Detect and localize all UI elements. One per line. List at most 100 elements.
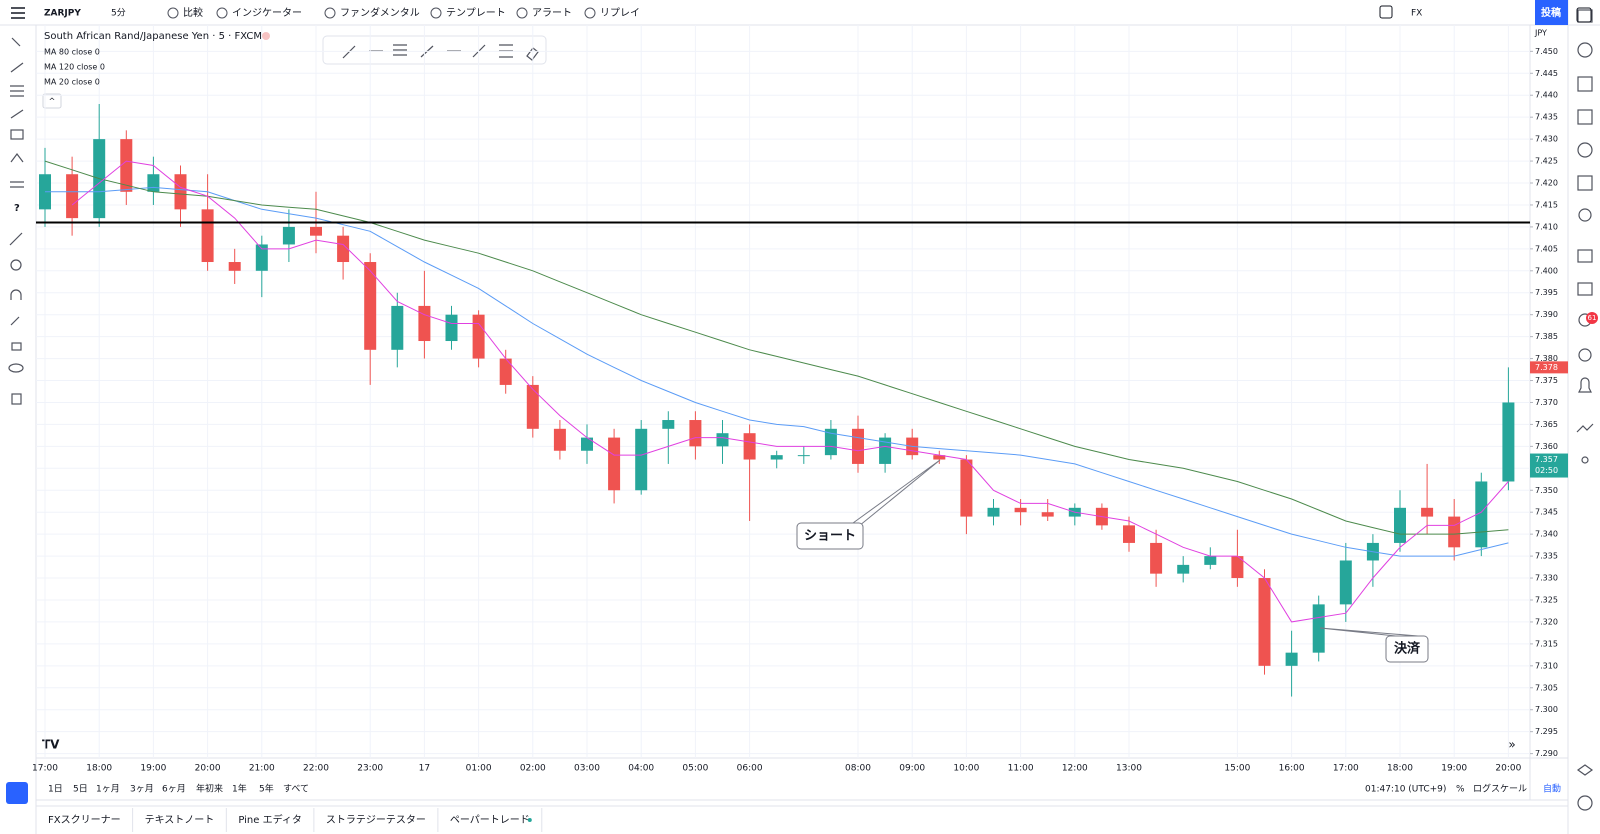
x-tick-label: 05:00 <box>682 764 708 774</box>
scale-option[interactable]: 自動 <box>1543 783 1561 795</box>
tv-logo: TV <box>42 738 60 752</box>
y-tick-label: 7.390 <box>1535 310 1558 319</box>
toolbar-item[interactable]: インジケーター <box>232 7 302 19</box>
ma-line <box>45 186 1509 557</box>
x-tick-label: 19:00 <box>1441 764 1467 774</box>
y-tick-label: 7.300 <box>1535 705 1558 714</box>
candle-body <box>1258 578 1271 666</box>
ma-line <box>71 160 1509 623</box>
range-button[interactable]: 5日 <box>73 784 88 795</box>
candle-body <box>960 459 973 517</box>
bottom-tab[interactable]: ペーパートレード <box>450 814 530 826</box>
y-tick-label: 7.415 <box>1535 200 1558 209</box>
candle-body <box>120 139 133 192</box>
candle-body <box>1150 542 1163 574</box>
toolbar-item[interactable]: 比較 <box>183 6 203 19</box>
toolbar-item[interactable]: アラート <box>532 7 572 19</box>
candle-body <box>1312 604 1325 653</box>
y-tick-label: 7.435 <box>1535 113 1558 122</box>
candle-body <box>933 455 946 460</box>
symbol[interactable]: ZARJPY <box>44 9 81 19</box>
candle-body <box>1285 652 1298 666</box>
y-tick-label: 7.335 <box>1535 552 1558 561</box>
range-button[interactable]: 3ヶ月 <box>130 784 154 795</box>
range-button[interactable]: 5年 <box>259 783 274 795</box>
x-tick-label: 23:00 <box>357 764 383 774</box>
bottom-tab[interactable]: ストラテジーテスター <box>326 814 426 826</box>
interval[interactable]: 5分 <box>111 8 126 19</box>
candle-body <box>1475 481 1488 548</box>
candle-body <box>228 262 241 271</box>
y-tick-label: 7.380 <box>1535 354 1558 363</box>
scale-option[interactable]: % <box>1456 785 1465 795</box>
y-tick-label: 7.350 <box>1535 486 1558 495</box>
callout-box <box>1385 635 1429 663</box>
bottom-tab[interactable]: Pine エディタ <box>238 813 302 826</box>
x-tick-label: 02:00 <box>520 764 546 774</box>
candle-body <box>255 244 268 271</box>
candle-body <box>1014 507 1027 513</box>
y-tick-label: 7.360 <box>1535 442 1558 451</box>
market[interactable]: FX <box>1411 9 1422 19</box>
y-tick-label: 7.365 <box>1535 420 1558 429</box>
x-tick-label: 18:00 <box>1387 764 1413 774</box>
countdown-label: 02:50 <box>1535 466 1558 475</box>
badge-count: 61 <box>1588 314 1597 322</box>
x-tick-label: 09:00 <box>899 764 925 774</box>
help-icon[interactable]: ? <box>14 203 20 214</box>
toolbar-item[interactable]: ファンダメンタル <box>340 6 420 19</box>
candle-body <box>797 455 810 457</box>
y-tick-label: 7.305 <box>1535 683 1558 692</box>
clock: 01:47:10 (UTC+9) <box>1365 785 1446 795</box>
candle-body <box>201 209 214 263</box>
x-tick-label: 11:00 <box>1008 764 1034 774</box>
toolbar-icon <box>324 7 336 19</box>
x-tick-label: 20:00 <box>1495 764 1521 774</box>
range-button[interactable]: 1ヶ月 <box>96 784 120 795</box>
candle-body <box>1421 507 1434 517</box>
publish-button[interactable] <box>1535 0 1568 25</box>
tab-dot <box>527 818 532 822</box>
y-tick-label: 7.320 <box>1535 617 1558 626</box>
range-button[interactable]: 年初来 <box>196 783 223 795</box>
candle-body <box>364 262 377 350</box>
y-tick-label: 7.410 <box>1535 222 1558 231</box>
range-button[interactable]: 1年 <box>232 783 247 795</box>
range-button[interactable]: 1日 <box>48 784 63 795</box>
favorites-button[interactable] <box>6 782 28 804</box>
y-tick-label: 7.340 <box>1535 530 1558 539</box>
y-tick-label: 7.400 <box>1535 266 1558 275</box>
toolbar-icon <box>584 7 596 19</box>
chart-title: South African Rand/Japanese Yen · 5 · FX… <box>44 31 262 42</box>
toolbar-icon <box>167 7 179 19</box>
x-tick-label: 06:00 <box>737 764 763 774</box>
y-tick-label: 7.315 <box>1535 639 1558 648</box>
y-tick-label: 7.450 <box>1535 47 1558 56</box>
candle-body <box>824 428 837 456</box>
x-tick-label: 16:00 <box>1279 764 1305 774</box>
scroll-right[interactable]: » <box>1508 738 1515 752</box>
x-tick-label: 20:00 <box>195 764 221 774</box>
range-button[interactable]: 6ヶ月 <box>162 784 186 795</box>
candle-body <box>147 174 160 192</box>
toolbar-item[interactable]: リプレイ <box>600 7 640 19</box>
candle-body <box>1448 516 1461 548</box>
x-tick-label: 13:00 <box>1116 764 1142 774</box>
candle-body <box>337 235 350 263</box>
publish-label[interactable]: 投稿 <box>1541 6 1561 19</box>
x-tick-label: 21:00 <box>249 764 275 774</box>
candle-body <box>1231 556 1244 579</box>
y-tick-label: 7.290 <box>1535 749 1558 758</box>
annotation: ショート <box>804 529 856 544</box>
y-tick-label: 7.370 <box>1535 398 1558 407</box>
drawing-toolbar <box>322 35 547 65</box>
candle-body <box>445 314 458 342</box>
ma-line <box>44 160 1509 535</box>
bottom-tab[interactable]: テキストノート <box>145 815 215 826</box>
toolbar-item[interactable]: テンプレート <box>446 7 506 19</box>
legend-item: MA 80 close 0 <box>44 48 100 57</box>
bottom-tab[interactable]: FXスクリーナー <box>48 814 121 826</box>
scale-option[interactable]: ログスケール <box>1473 783 1527 795</box>
toolbar-icon <box>216 7 228 19</box>
range-button[interactable]: すべて <box>283 784 309 795</box>
